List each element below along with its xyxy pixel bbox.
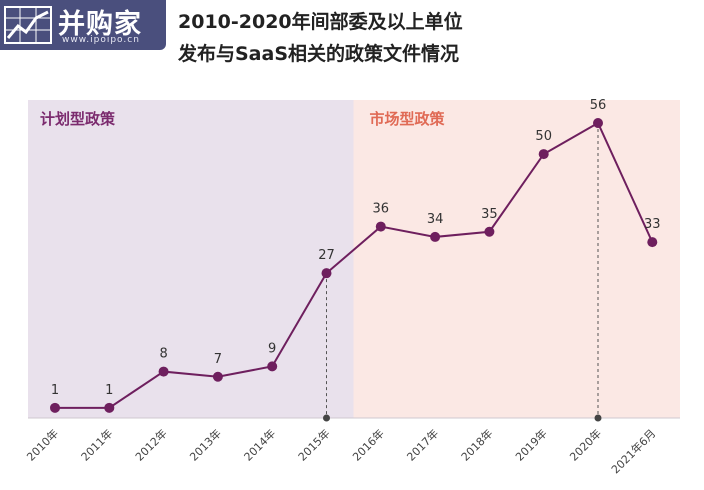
logo: 并购家 www.ipoipo.cn bbox=[0, 0, 166, 50]
title-line-2: 发布与SaaS相关的政策文件情况 bbox=[178, 43, 460, 65]
x-tick-label-1: 2011年 bbox=[78, 426, 115, 463]
data-point-5 bbox=[321, 268, 332, 279]
data-label-10: 56 bbox=[590, 98, 607, 113]
data-label-11: 33 bbox=[644, 217, 661, 232]
chart-logo-icon bbox=[4, 6, 52, 44]
planned-policy-region bbox=[28, 100, 354, 418]
data-point-3 bbox=[212, 371, 223, 382]
market-policy-region bbox=[353, 100, 680, 418]
x-tick-label-2: 2012年 bbox=[132, 426, 169, 463]
chart-title: 2010-2020年间部委及以上单位 发布与SaaS相关的政策文件情况 bbox=[178, 6, 463, 70]
data-point-1 bbox=[104, 402, 115, 413]
data-label-4: 9 bbox=[268, 341, 276, 356]
logo-url: www.ipoipo.cn bbox=[62, 35, 140, 45]
data-label-6: 36 bbox=[373, 202, 390, 217]
x-tick-label-11: 2021年6月 bbox=[608, 426, 658, 476]
data-point-9 bbox=[538, 149, 549, 160]
x-tick-label-0: 2010年 bbox=[24, 426, 61, 463]
data-label-2: 8 bbox=[159, 347, 167, 362]
x-tick-label-7: 2017年 bbox=[404, 426, 441, 463]
title-line-1: 2010-2020年间部委及以上单位 bbox=[178, 11, 463, 33]
data-point-0 bbox=[50, 402, 60, 413]
x-tick-label-9: 2019年 bbox=[512, 426, 549, 463]
x-tick-label-6: 2016年 bbox=[349, 426, 386, 463]
data-point-11 bbox=[647, 237, 658, 248]
data-point-6 bbox=[375, 221, 386, 232]
data-point-4 bbox=[267, 361, 278, 372]
data-label-5: 27 bbox=[318, 248, 335, 263]
data-point-7 bbox=[430, 231, 441, 242]
data-point-10 bbox=[593, 118, 603, 128]
x-tick-label-10: 2020年 bbox=[567, 426, 604, 463]
x-tick-label-8: 2018年 bbox=[458, 426, 495, 463]
data-label-7: 34 bbox=[427, 212, 444, 227]
data-point-8 bbox=[484, 226, 495, 237]
x-tick-label-3: 2013年 bbox=[187, 426, 224, 463]
x-tick-label-4: 2014年 bbox=[241, 426, 278, 463]
data-label-8: 35 bbox=[481, 207, 498, 222]
planned-policy-label: 计划型政策 bbox=[40, 110, 116, 128]
data-label-0: 1 bbox=[51, 383, 59, 398]
data-label-3: 7 bbox=[214, 352, 222, 367]
data-label-1: 1 bbox=[105, 383, 113, 398]
x-tick-label-5: 2015年 bbox=[295, 426, 332, 463]
series-line bbox=[55, 121, 654, 409]
data-point-2 bbox=[158, 366, 169, 377]
logo-text: 并购家 bbox=[58, 9, 142, 40]
axis-marker-dot-5 bbox=[323, 414, 330, 422]
axis-marker-dot-10 bbox=[594, 414, 602, 422]
market-policy-label: 市场型政策 bbox=[370, 110, 446, 128]
data-label-9: 50 bbox=[535, 129, 552, 144]
